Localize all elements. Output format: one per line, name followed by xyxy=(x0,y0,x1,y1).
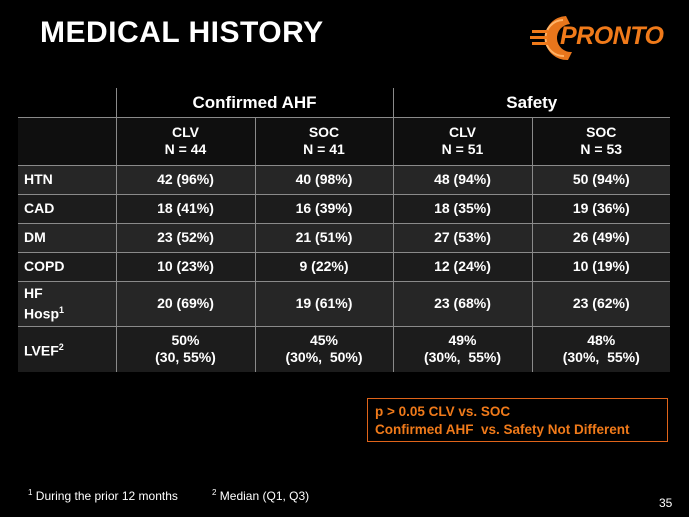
quartile-range: (30%, 55%) xyxy=(423,349,502,366)
table-cell: 19 (61%) xyxy=(254,280,394,327)
table-cell: 16 (39%) xyxy=(254,193,394,224)
quartile-range: (30, 55%) xyxy=(155,349,216,366)
table-row: CAD 18 (41%) 16 (39%) 18 (35%) 19 (36%) xyxy=(18,193,670,224)
table-row: LVEF2 50% (30, 55%) 45% (30%, 50%) 49% (30%… xyxy=(18,325,670,372)
median-value: 48% xyxy=(587,332,616,349)
corner-cell xyxy=(18,88,117,118)
table-cell: 23 (62%) xyxy=(531,280,670,327)
column-arm: CLV xyxy=(172,124,199,140)
column-arm: CLV xyxy=(449,124,476,140)
footnote-1: 1 During the prior 12 months xyxy=(28,488,178,503)
table-row: DM 23 (52%) 21 (51%) 27 (53%) 26 (49%) xyxy=(18,222,670,253)
table-cell: 18 (41%) xyxy=(115,193,256,224)
table-row: COPD 10 (23%) 9 (22%) 12 (24%) 10 (19%) xyxy=(18,251,670,282)
table-cell: 50% (30, 55%) xyxy=(115,325,256,372)
pronto-logo: PRONTO xyxy=(528,10,670,66)
table-cell: 26 (49%) xyxy=(531,222,670,253)
median-value: 45% xyxy=(309,332,339,349)
column-header: SOC N = 41 xyxy=(254,116,394,166)
group-confirmed-ahf: Confirmed AHF xyxy=(115,88,394,118)
logo-text: PRONTO xyxy=(560,22,664,50)
row-label: HTN xyxy=(18,164,117,195)
table-cell: 48% (30%, 55%) xyxy=(531,325,670,372)
slide-title: MEDICAL HISTORY xyxy=(40,16,324,49)
quartile-range: (30%, 50%) xyxy=(285,349,363,366)
group-header-row: Confirmed AHF Safety xyxy=(18,88,670,118)
note-line-1: p > 0.05 CLV vs. SOC xyxy=(375,404,511,419)
row-label-line1: HF xyxy=(24,284,43,301)
column-arm: SOC xyxy=(308,124,340,140)
row-label: LVEF2 xyxy=(18,325,117,372)
page-number: 35 xyxy=(659,496,673,510)
table-cell: 48 (94%) xyxy=(392,164,533,195)
table-cell: 50 (94%) xyxy=(531,164,670,195)
footnote-marker: 2 xyxy=(58,341,64,352)
quartile-range: (30%, 55%) xyxy=(562,349,640,366)
table-cell: 9 (22%) xyxy=(254,251,394,282)
column-header: CLV N = 51 xyxy=(392,116,533,166)
footnote-number: 1 xyxy=(28,488,33,497)
table-cell: 45% (30%, 50%) xyxy=(254,325,394,372)
table-cell: 18 (35%) xyxy=(392,193,533,224)
table-cell: 23 (52%) xyxy=(115,222,256,253)
footnote-text: During the prior 12 months xyxy=(35,489,178,503)
table-cell: 40 (98%) xyxy=(254,164,394,195)
table-cell: 42 (96%) xyxy=(115,164,256,195)
median-value: 50% xyxy=(171,332,200,349)
table-cell: 10 (19%) xyxy=(531,251,670,282)
note-line-2: Confirmed AHF vs. Safety Not Different xyxy=(375,422,630,437)
column-header-row: CLV N = 44 SOC N = 41 CLV N = 51 SOC N = 53 xyxy=(18,116,670,166)
column-n: N = 44 xyxy=(164,141,207,157)
column-arm: SOC xyxy=(586,124,617,140)
table-cell: 49% (30%, 55%) xyxy=(392,325,533,372)
table-cell: 10 (23%) xyxy=(115,251,256,282)
row-label: DM xyxy=(18,222,117,253)
column-n: N = 41 xyxy=(303,141,345,157)
column-n: N = 53 xyxy=(580,141,623,157)
table-cell: 23 (68%) xyxy=(392,280,533,327)
column-header-blank xyxy=(18,116,117,166)
significance-note: p > 0.05 CLV vs. SOC Confirmed AHF vs. S… xyxy=(367,398,668,442)
group-safety: Safety xyxy=(392,88,670,118)
row-label: HF Hosp1 xyxy=(18,280,117,327)
row-label: CAD xyxy=(18,193,117,224)
table-row: HF Hosp1 20 (69%) 19 (61%) 23 (68%) 23 (6… xyxy=(18,280,670,327)
footnote-text: Median (Q1, Q3) xyxy=(219,489,310,503)
table-cell: 21 (51%) xyxy=(254,222,394,253)
column-header: SOC N = 53 xyxy=(531,116,670,166)
footnote-marker: 1 xyxy=(59,304,65,315)
footnote-2: 2 Median (Q1, Q3) xyxy=(212,488,309,503)
table-cell: 19 (36%) xyxy=(531,193,670,224)
table-row: HTN 42 (96%) 40 (98%) 48 (94%) 50 (94%) xyxy=(18,164,670,195)
row-label: COPD xyxy=(18,251,117,282)
table-cell: 27 (53%) xyxy=(392,222,533,253)
medical-history-table: Confirmed AHF Safety CLV N = 44 SOC N = 41… xyxy=(18,88,670,372)
column-header: CLV N = 44 xyxy=(115,116,256,166)
pronto-logo-icon xyxy=(530,16,572,61)
median-value: 49% xyxy=(448,332,477,349)
row-label-line1: LVEF xyxy=(24,342,59,359)
column-n: N = 51 xyxy=(441,141,484,157)
table-cell: 12 (24%) xyxy=(392,251,533,282)
table-cell: 20 (69%) xyxy=(115,280,256,327)
row-label-line2: Hosp xyxy=(24,305,59,322)
footnote-number: 2 xyxy=(212,488,217,497)
